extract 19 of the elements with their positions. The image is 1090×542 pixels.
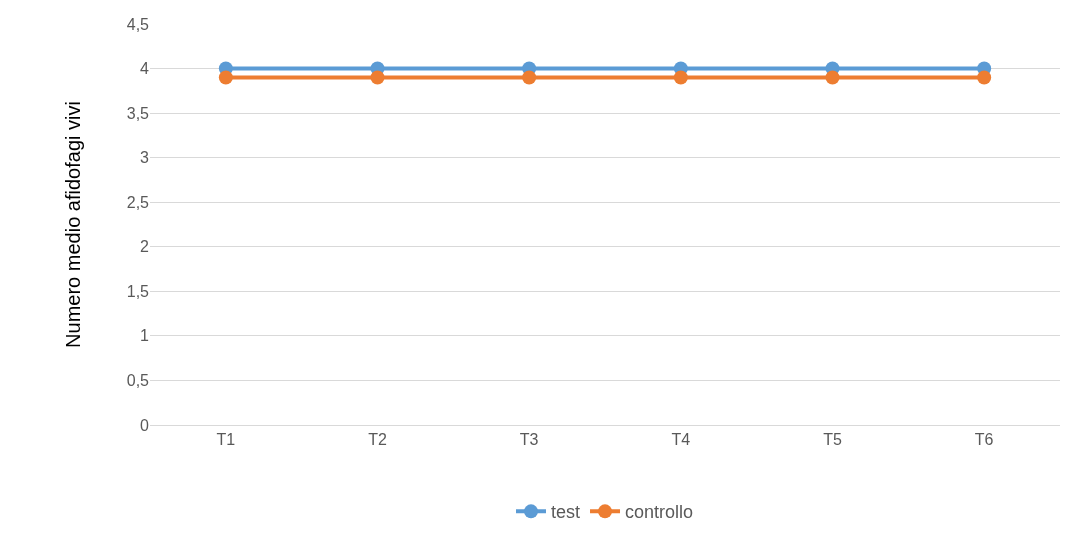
y-tick-label: 2 [140,238,150,256]
x-tick-label: T3 [519,431,539,449]
x-tick-label: T2 [368,431,387,449]
x-tick-label: T6 [974,431,994,449]
y-tick-label: 0,5 [126,372,150,390]
x-tick-label: T4 [671,431,691,449]
x-tick-label: T5 [823,431,842,449]
y-tick-label: 3,5 [126,104,150,122]
legend-label: controllo [625,502,694,523]
y-tick-label: 1,5 [126,282,150,300]
x-tick-label: T1 [216,431,236,449]
y-tick-label: 3 [140,149,150,167]
y-tick-label: 4,5 [126,15,150,33]
y-tick-label: 0 [140,416,150,434]
legend-label: test [551,502,581,523]
y-axis-title: Numero medio afidofagi vivi [62,101,85,348]
y-tick-label: 2,5 [126,193,150,211]
y-tick-label: 1 [140,327,150,345]
y-tick-label: 4 [140,60,150,78]
